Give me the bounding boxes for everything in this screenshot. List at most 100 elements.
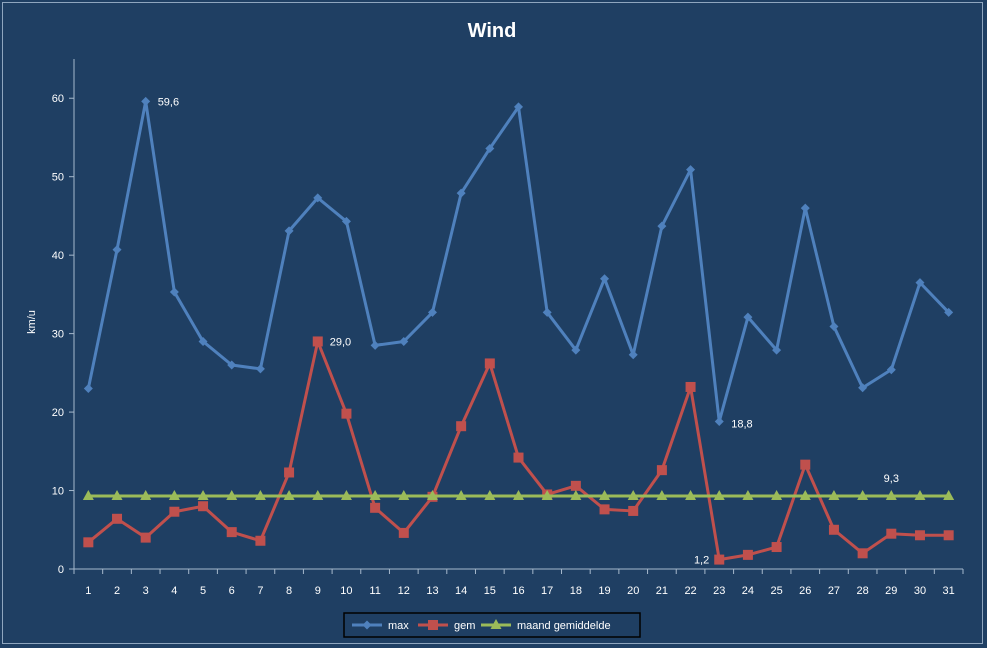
data-label-maand-gemiddelde: 9,3 [884, 473, 899, 485]
x-tick-label: 10 [340, 585, 352, 597]
x-tick-label: 18 [570, 585, 582, 597]
point-maand-gemiddelde [513, 490, 524, 501]
point-max [485, 143, 495, 153]
point-gem [255, 535, 266, 546]
point-gem [140, 532, 151, 543]
point-max [514, 102, 523, 112]
data-labels: 59,6 18,8 29,0 1,2 9,3 [158, 96, 899, 566]
point-maand-gemiddelde [541, 490, 553, 501]
point-max [227, 360, 237, 370]
y-tick-label: 40 [52, 250, 64, 262]
point-gem [284, 467, 295, 478]
point-gem [83, 537, 94, 548]
point-maand-gemiddelde [799, 490, 811, 501]
point-maand-gemiddelde [943, 490, 955, 501]
point-maand-gemiddelde [627, 490, 639, 501]
x-tick-label: 16 [512, 585, 524, 597]
y-tick-label: 20 [52, 407, 64, 419]
point-maand-gemiddelde [111, 490, 123, 501]
legend-label: maand gemiddelde [517, 620, 611, 632]
point-gem [226, 527, 237, 538]
x-tick-label: 4 [171, 585, 177, 597]
point-gem [800, 459, 811, 470]
x-tick-label: 12 [398, 585, 410, 597]
point-maand-gemiddelde [857, 490, 869, 501]
x-tick-label: 26 [799, 585, 811, 597]
point-maand-gemiddelde [885, 490, 897, 501]
point-max [743, 312, 753, 322]
point-maand-gemiddelde [599, 490, 611, 501]
point-maand-gemiddelde [254, 490, 266, 501]
point-max [284, 226, 294, 236]
point-max [886, 365, 896, 375]
legend-entry-maand-gemiddelde: maand gemiddelde [481, 619, 611, 632]
series-line-gem [87, 339, 949, 562]
x-tick-label: 5 [200, 585, 206, 597]
point-max [83, 384, 93, 394]
legend-marker [428, 620, 438, 630]
point-gem [914, 530, 925, 541]
data-label-gem: 29,0 [330, 336, 351, 348]
x-tick-label: 1 [85, 585, 91, 597]
x-tick-label: 8 [286, 585, 292, 597]
point-maand-gemiddelde [369, 490, 381, 501]
point-max [571, 345, 581, 355]
point-maand-gemiddelde [570, 490, 582, 501]
x-tick-label: 30 [914, 585, 926, 597]
point-maand-gemiddelde [426, 490, 438, 501]
point-max [800, 203, 810, 213]
x-tick-label: 17 [541, 585, 553, 597]
point-maand-gemiddelde [312, 490, 324, 501]
point-gem [456, 421, 467, 432]
x-tick-label: 3 [143, 585, 149, 597]
data-label-max: 18,8 [731, 418, 752, 430]
x-tick-label: 29 [885, 585, 897, 597]
point-max [198, 336, 208, 346]
series-max [83, 96, 954, 426]
legend-marker [362, 620, 372, 630]
point-max [341, 216, 351, 226]
legend-label: max [388, 620, 409, 632]
legend-marker [490, 619, 502, 629]
point-gem [370, 502, 381, 513]
x-tick-label: 27 [828, 585, 840, 597]
point-max [370, 340, 380, 350]
series-gem [83, 336, 954, 565]
point-gem [742, 549, 753, 560]
point-max [169, 287, 179, 297]
point-gem [341, 408, 352, 419]
point-maand-gemiddelde [168, 490, 180, 501]
x-tick-label: 24 [742, 585, 754, 597]
x-tick-label: 22 [684, 585, 696, 597]
point-max [255, 364, 265, 374]
point-max [944, 307, 954, 317]
point-gem [169, 506, 180, 517]
x-tick-label: 25 [770, 585, 782, 597]
point-max [141, 96, 151, 106]
point-maand-gemiddelde [340, 490, 352, 501]
y-tick-label: 50 [52, 172, 64, 184]
point-maand-gemiddelde [685, 490, 697, 501]
point-max [427, 307, 437, 317]
point-maand-gemiddelde [742, 490, 754, 501]
point-maand-gemiddelde [140, 490, 152, 501]
point-max [600, 274, 610, 284]
point-maand-gemiddelde [226, 490, 238, 501]
legend: max gem maand gemiddelde [343, 612, 641, 638]
point-maand-gemiddelde [197, 490, 209, 501]
point-gem [198, 501, 209, 512]
point-maand-gemiddelde [914, 490, 926, 501]
series-layer [82, 96, 955, 565]
x-tick-label: 19 [598, 585, 610, 597]
point-gem [685, 381, 696, 392]
data-label-gem: 1,2 [694, 555, 709, 567]
point-maand-gemiddelde [82, 490, 94, 501]
point-maand-gemiddelde [713, 490, 725, 501]
point-gem [628, 505, 639, 516]
point-gem [112, 513, 123, 524]
point-max [112, 245, 122, 255]
point-gem [828, 524, 839, 535]
point-maand-gemiddelde [771, 490, 783, 501]
y-axis-label: km/u [26, 310, 38, 334]
point-maand-gemiddelde [656, 490, 668, 501]
